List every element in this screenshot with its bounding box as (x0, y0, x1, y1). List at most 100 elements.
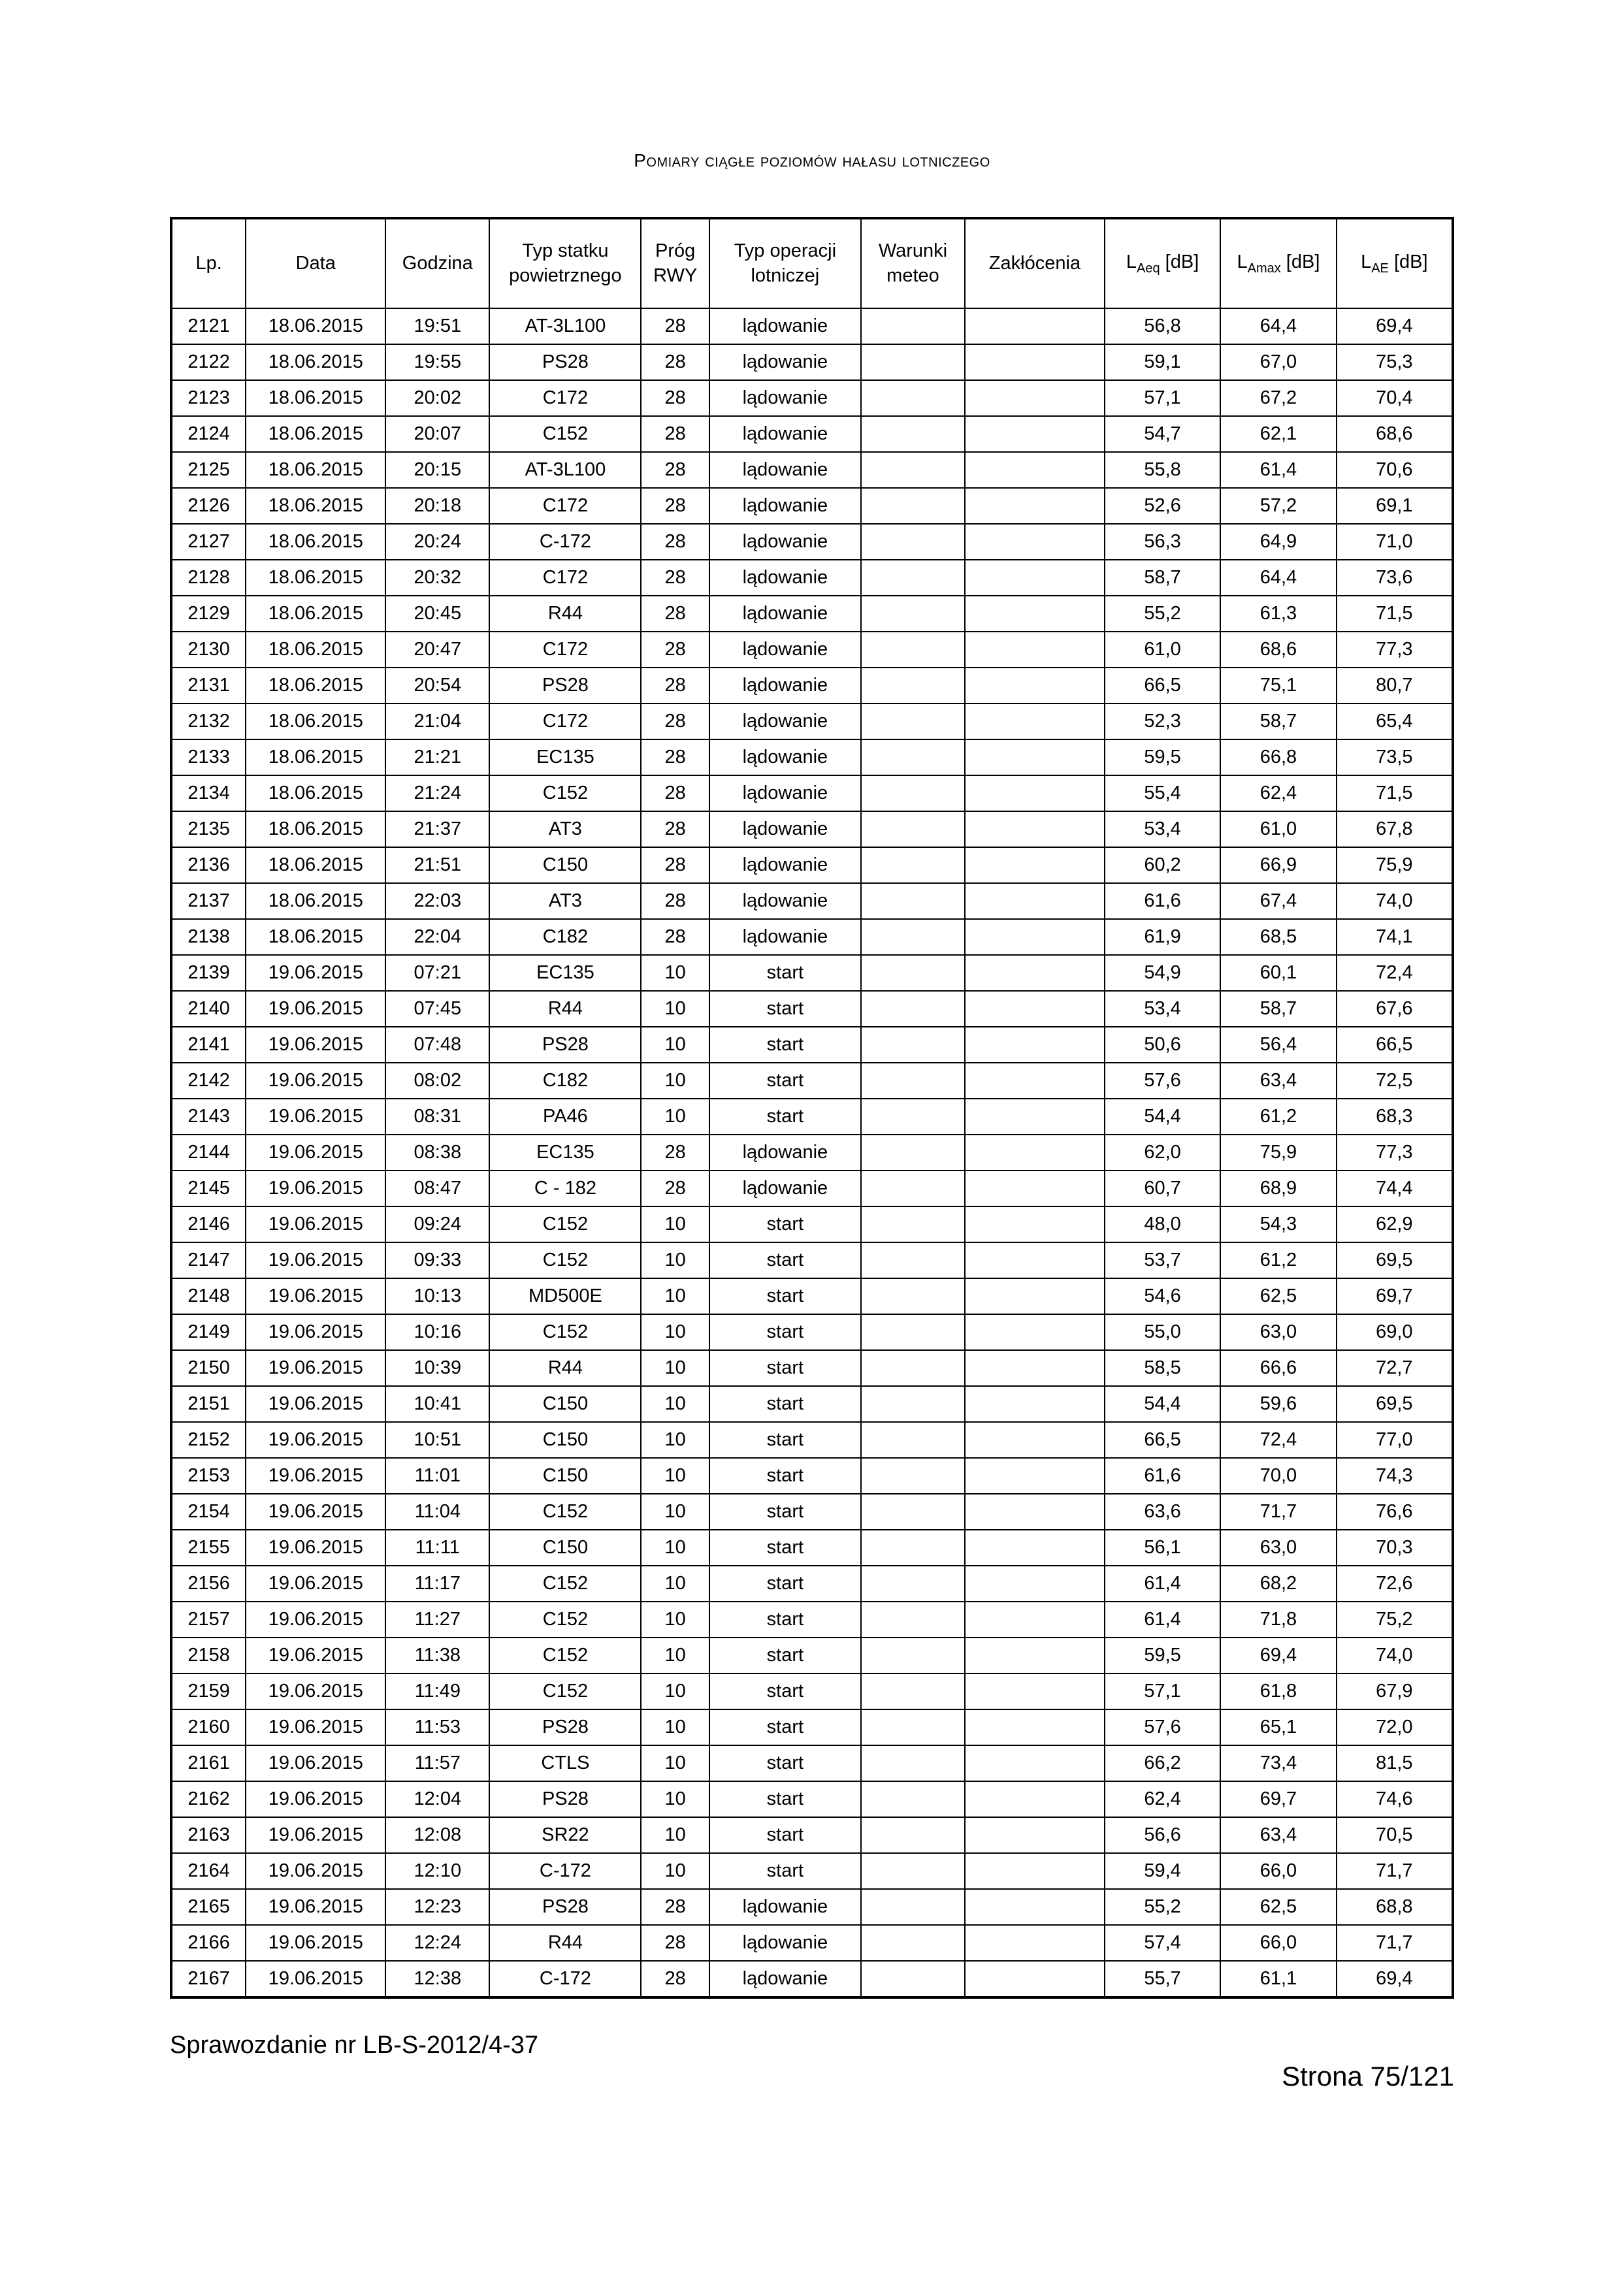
table-cell: 28 (641, 524, 709, 560)
table-cell: 12:08 (385, 1817, 489, 1853)
table-cell: 74,0 (1337, 1638, 1453, 1673)
table-cell: start (709, 1278, 861, 1314)
table-cell: C150 (489, 1422, 641, 1458)
table-cell (965, 1494, 1105, 1530)
table-cell: 18.06.2015 (246, 739, 385, 775)
table-cell (861, 1171, 965, 1206)
table-cell: 2163 (171, 1817, 246, 1853)
table-cell: 74,4 (1337, 1171, 1453, 1206)
table-row: 214919.06.201510:16C15210start55,063,069… (171, 1314, 1453, 1350)
table-cell (861, 1206, 965, 1242)
table-cell: 08:31 (385, 1099, 489, 1135)
table-cell: 57,2 (1220, 488, 1336, 524)
table-cell (965, 596, 1105, 632)
table-cell: 65,1 (1220, 1709, 1336, 1745)
table-cell: 2145 (171, 1171, 246, 1206)
table-cell: 55,2 (1105, 1889, 1220, 1925)
table-cell: 10 (641, 1530, 709, 1566)
table-cell (965, 416, 1105, 452)
table-cell: 2141 (171, 1027, 246, 1063)
table-row: 213018.06.201520:47C17228lądowanie61,068… (171, 632, 1453, 668)
table-cell (965, 739, 1105, 775)
table-cell: 61,1 (1220, 1961, 1336, 1997)
table-cell (861, 1602, 965, 1638)
table-cell: 10 (641, 1638, 709, 1673)
table-row: 215919.06.201511:49C15210start57,161,867… (171, 1673, 1453, 1709)
table-cell: 28 (641, 883, 709, 919)
table-cell (965, 632, 1105, 668)
table-cell: lądowanie (709, 416, 861, 452)
table-cell: 61,9 (1105, 919, 1220, 955)
table-body: 212118.06.201519:51AT-3L10028lądowanie56… (171, 308, 1453, 1997)
col-header-war: Warunkimeteo (861, 218, 965, 308)
table-cell: 28 (641, 739, 709, 775)
table-row: 213318.06.201521:21EC13528lądowanie59,56… (171, 739, 1453, 775)
table-cell (965, 1458, 1105, 1494)
table-cell: 18.06.2015 (246, 452, 385, 488)
table-cell: MD500E (489, 1278, 641, 1314)
table-cell (861, 524, 965, 560)
table-cell: C152 (489, 1673, 641, 1709)
table-cell (965, 703, 1105, 739)
table-cell: 54,4 (1105, 1386, 1220, 1422)
table-cell: 10 (641, 1494, 709, 1530)
table-cell: 19.06.2015 (246, 1925, 385, 1961)
table-cell: 54,7 (1105, 416, 1220, 452)
table-cell: 61,0 (1220, 811, 1336, 847)
table-cell (861, 1494, 965, 1530)
table-row: 213518.06.201521:37AT328lądowanie53,461,… (171, 811, 1453, 847)
table-cell: 75,2 (1337, 1602, 1453, 1638)
table-cell: 52,3 (1105, 703, 1220, 739)
table-cell: start (709, 1099, 861, 1135)
table-cell: 19.06.2015 (246, 1817, 385, 1853)
table-cell: 2151 (171, 1386, 246, 1422)
table-cell: 71,0 (1337, 524, 1453, 560)
table-cell: C182 (489, 1063, 641, 1099)
table-cell (861, 416, 965, 452)
table-cell (965, 1135, 1105, 1171)
table-cell (965, 1745, 1105, 1781)
table-cell: 68,2 (1220, 1566, 1336, 1602)
table-cell (861, 1422, 965, 1458)
table-cell: 19.06.2015 (246, 1781, 385, 1817)
table-cell (965, 1278, 1105, 1314)
table-cell (965, 560, 1105, 596)
table-cell: 10 (641, 991, 709, 1027)
table-cell: 10 (641, 1781, 709, 1817)
table-cell: start (709, 1206, 861, 1242)
table-cell: 69,5 (1337, 1386, 1453, 1422)
table-cell: 18.06.2015 (246, 308, 385, 344)
table-cell: 19.06.2015 (246, 1638, 385, 1673)
table-row: 213818.06.201522:04C18228lądowanie61,968… (171, 919, 1453, 955)
table-cell: 56,4 (1220, 1027, 1336, 1063)
table-cell: 2146 (171, 1206, 246, 1242)
table-cell: 19.06.2015 (246, 1422, 385, 1458)
col-header-prog-text: PrógRWY (645, 239, 704, 288)
table-cell (965, 775, 1105, 811)
table-cell: lądowanie (709, 488, 861, 524)
table-cell: 10:16 (385, 1314, 489, 1350)
table-cell: start (709, 1494, 861, 1530)
table-cell: 59,4 (1105, 1853, 1220, 1889)
table-cell: 56,8 (1105, 308, 1220, 344)
table-cell: 28 (641, 380, 709, 416)
table-cell: AT-3L100 (489, 308, 641, 344)
table-cell (965, 668, 1105, 703)
table-cell: 19.06.2015 (246, 1314, 385, 1350)
table-cell: lądowanie (709, 883, 861, 919)
table-cell: 21:04 (385, 703, 489, 739)
table-cell: 18.06.2015 (246, 811, 385, 847)
table-cell (861, 380, 965, 416)
table-cell: 63,6 (1105, 1494, 1220, 1530)
table-cell: 19.06.2015 (246, 1099, 385, 1135)
table-cell: 18.06.2015 (246, 883, 385, 919)
table-row: 212518.06.201520:15AT-3L10028lądowanie55… (171, 452, 1453, 488)
table-cell: 2166 (171, 1925, 246, 1961)
table-cell: 66,2 (1105, 1745, 1220, 1781)
table-cell: lądowanie (709, 847, 861, 883)
table-cell: 28 (641, 560, 709, 596)
table-cell: 72,6 (1337, 1566, 1453, 1602)
table-cell: PS28 (489, 1027, 641, 1063)
table-cell: 18.06.2015 (246, 524, 385, 560)
table-cell: 74,3 (1337, 1458, 1453, 1494)
